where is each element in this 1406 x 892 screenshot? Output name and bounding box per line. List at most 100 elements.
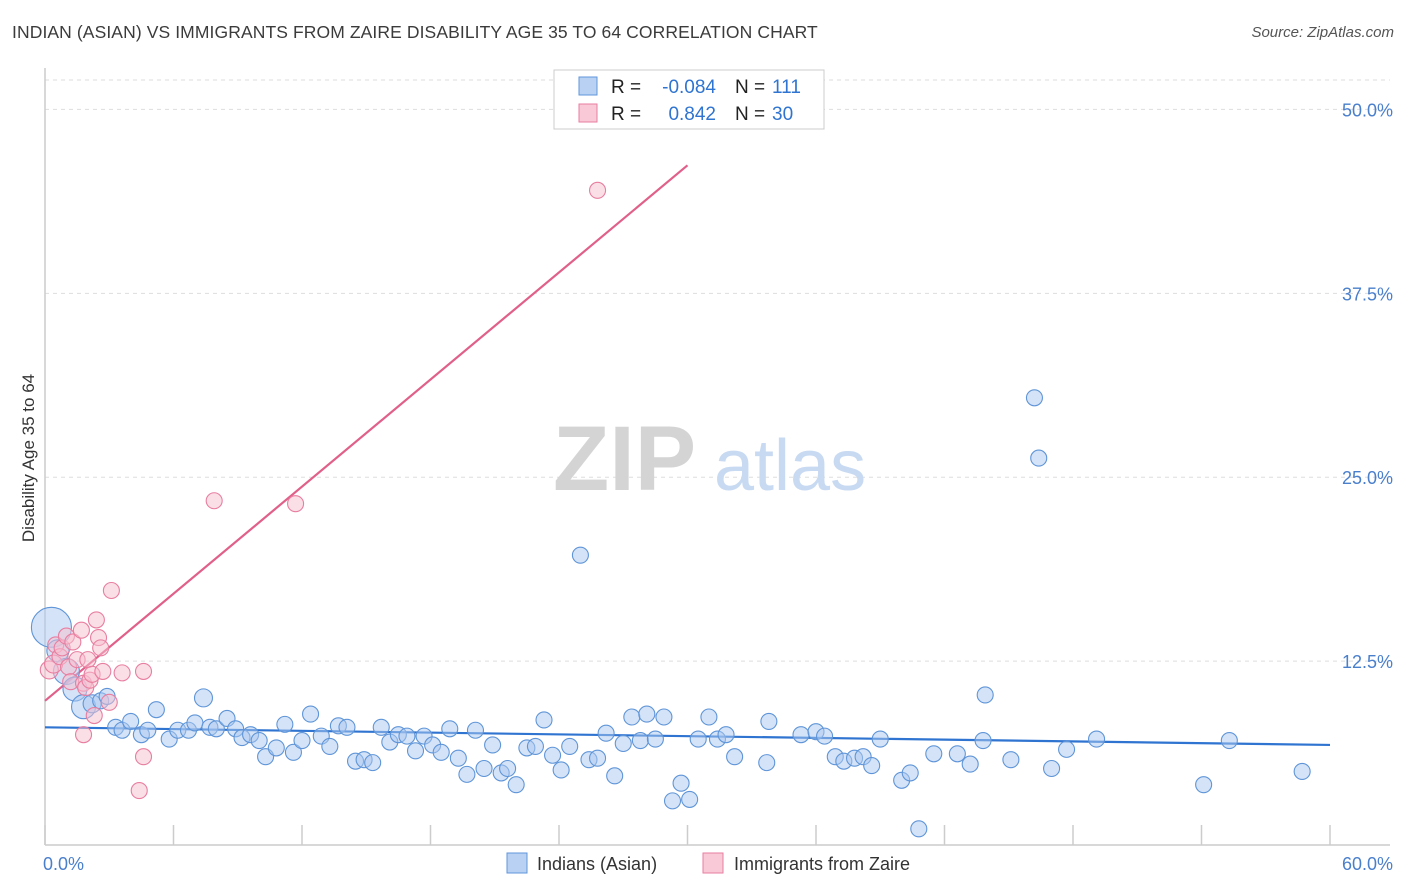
stats-legend-swatch-pink <box>578 103 598 123</box>
indians-point-81 <box>758 754 776 772</box>
grid-lines <box>45 79 1390 662</box>
indians-point-55 <box>507 776 525 794</box>
watermark-atlas: atlas <box>714 426 866 506</box>
zaire-point-30 <box>588 181 607 199</box>
indians-point-79 <box>717 726 735 744</box>
legend-label-indians: Indians (Asian) <box>537 854 657 874</box>
indians-point-74 <box>672 774 690 792</box>
indians-point-94 <box>910 820 928 838</box>
legend-label-zaire: Immigrants from Zaire <box>734 854 910 874</box>
data-points <box>30 181 1311 838</box>
indians-point-47 <box>441 720 459 738</box>
chart-title: INDIAN (ASIAN) VS IMMIGRANTS FROM ZAIRE … <box>12 22 818 42</box>
indians-point-72 <box>655 708 673 726</box>
y-tick-label-3: 50.0% <box>1342 100 1393 120</box>
indians-point-27 <box>267 739 285 757</box>
legend-swatch-indians <box>506 852 528 874</box>
indians-point-67 <box>614 734 632 753</box>
indians-point-46 <box>432 743 450 761</box>
zaire-point-10 <box>72 621 90 639</box>
indians-point-66 <box>606 767 624 785</box>
indians-point-59 <box>544 746 562 764</box>
indians-point-57 <box>526 737 544 755</box>
indians-point-62 <box>571 546 589 564</box>
indians-point-69 <box>631 731 649 750</box>
stats-n-value-1: 111 <box>772 77 801 98</box>
series-legend: Indians (Asian) Immigrants from Zaire <box>506 852 910 874</box>
zaire-point-17 <box>87 611 105 629</box>
indians-point-43 <box>406 742 425 760</box>
axes <box>44 68 1390 846</box>
zaire-point-27 <box>134 662 153 680</box>
indians-point-18 <box>193 688 214 708</box>
zaire-point-8 <box>64 633 82 651</box>
indians-point-107 <box>1220 731 1238 750</box>
indians-point-104 <box>1058 740 1076 758</box>
zaire-point-25 <box>130 782 148 800</box>
indians-point-61 <box>561 737 579 755</box>
stats-legend-swatch-blue <box>578 76 598 96</box>
zaire-point-29 <box>287 495 305 513</box>
stats-n-value-2: 30 <box>772 104 793 125</box>
watermark: ZIP atlas <box>553 408 866 510</box>
indians-point-97 <box>961 755 979 773</box>
zaire-point-24 <box>113 664 131 682</box>
indians-point-13 <box>147 701 165 719</box>
legend-swatch-zaire <box>702 852 724 874</box>
stats-legend: R = -0.084 N = 111 R = 0.842 N = 30 <box>553 69 825 130</box>
indians-point-70 <box>638 705 656 723</box>
zaire-point-28 <box>205 492 223 510</box>
stats-r-value-2: 0.842 <box>668 104 716 125</box>
indians-point-106 <box>1195 776 1213 794</box>
x-tick-label-0: 0.0% <box>43 854 84 874</box>
x-tick-label-1: 60.0% <box>1342 854 1393 874</box>
indians-point-58 <box>535 711 553 729</box>
indians-point-102 <box>1030 449 1048 467</box>
indians-point-31 <box>302 705 320 723</box>
zaire-point-23 <box>102 581 120 600</box>
stats-r-label-1: R = <box>611 77 641 98</box>
indians-point-17 <box>186 714 204 732</box>
indians-point-100 <box>1002 751 1020 769</box>
indians-point-101 <box>1025 389 1043 407</box>
indians-point-75 <box>681 790 699 808</box>
stats-legend-box <box>553 69 825 130</box>
indians-point-85 <box>816 727 834 745</box>
indians-point-33 <box>321 737 339 755</box>
tick-labels: 12.5% 25.0% 37.5% 50.0% 0.0% 60.0% <box>43 100 1393 874</box>
indians-point-73 <box>663 792 682 810</box>
source-label: Source: ZipAtlas.com <box>1251 24 1394 41</box>
zaire-point-22 <box>75 726 93 744</box>
zaire-point-16 <box>85 706 103 725</box>
indians-point-64 <box>588 749 607 767</box>
indians-point-51 <box>475 759 493 778</box>
stats-r-value-1: -0.084 <box>662 77 716 98</box>
indians-point-29 <box>284 743 302 761</box>
indians-point-76 <box>689 730 707 748</box>
indians-point-49 <box>458 765 476 783</box>
stats-r-label-2: R = <box>611 104 641 125</box>
indians-point-10 <box>122 712 140 730</box>
indians-point-20 <box>207 720 225 738</box>
zaire-point-13 <box>79 651 97 669</box>
watermark-zip: ZIP <box>553 408 696 510</box>
indians-point-28 <box>276 715 294 733</box>
indians-point-93 <box>901 764 919 782</box>
indians-point-96 <box>948 745 966 763</box>
indians-point-38 <box>364 754 382 772</box>
indians-point-71 <box>646 730 664 748</box>
indians-point-98 <box>974 731 992 750</box>
zaire-trend-line <box>44 164 689 702</box>
indians-point-60 <box>552 761 570 779</box>
zaire-point-21 <box>100 693 118 711</box>
zaire-point-20 <box>94 662 112 680</box>
indians-point-35 <box>338 718 356 736</box>
indians-point-54 <box>499 759 517 778</box>
indians-point-30 <box>293 731 311 750</box>
indians-point-82 <box>760 712 778 730</box>
indians-point-91 <box>871 730 889 748</box>
stats-n-label-1: N = <box>735 77 765 98</box>
indians-point-83 <box>792 726 810 744</box>
indians-point-103 <box>1043 759 1061 778</box>
